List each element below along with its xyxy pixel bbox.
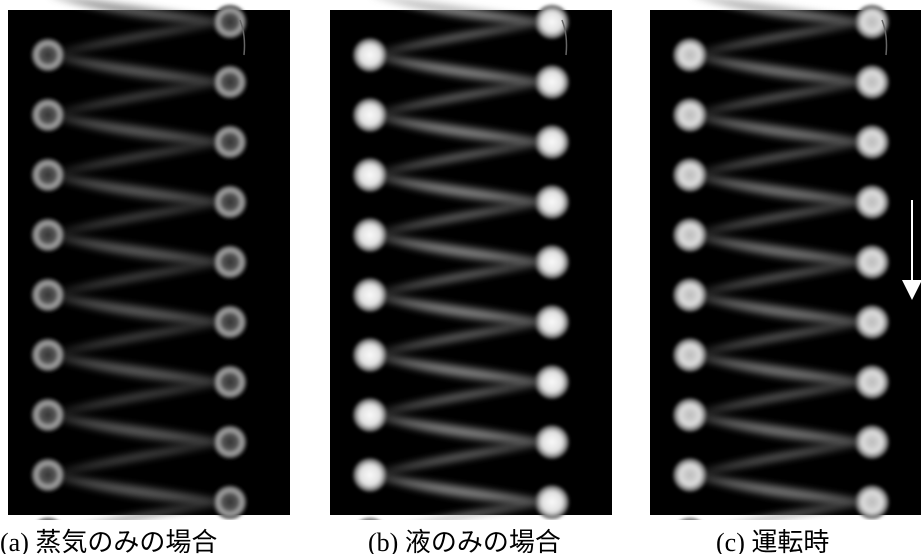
coil-loop bbox=[31, 98, 65, 132]
coil-loop bbox=[855, 125, 889, 159]
coil-loop bbox=[673, 458, 707, 492]
coil-loop bbox=[31, 518, 65, 520]
coil-loop bbox=[213, 365, 247, 399]
coil-loop bbox=[535, 185, 569, 219]
coil-loop bbox=[673, 98, 707, 132]
coil-loop bbox=[353, 518, 387, 520]
coil-loop bbox=[213, 305, 247, 339]
coil-loop bbox=[353, 218, 387, 252]
panel-image bbox=[8, 0, 290, 520]
coil-loop bbox=[353, 278, 387, 312]
coil-loop bbox=[673, 218, 707, 252]
coil-loop bbox=[535, 425, 569, 459]
coil-loop bbox=[855, 425, 889, 459]
coil-loop bbox=[535, 485, 569, 519]
coil-loop bbox=[353, 38, 387, 72]
coil-loop bbox=[31, 338, 65, 372]
coil-loop bbox=[855, 305, 889, 339]
coil-loop bbox=[213, 245, 247, 279]
coil-loop bbox=[535, 365, 569, 399]
coil-loop bbox=[213, 65, 247, 99]
coil-loop bbox=[31, 218, 65, 252]
coil-loop bbox=[353, 158, 387, 192]
coil-loop bbox=[855, 245, 889, 279]
coil-loop bbox=[673, 278, 707, 312]
coil-loop bbox=[673, 518, 707, 520]
coil-loop bbox=[353, 98, 387, 132]
coil-loop bbox=[31, 278, 65, 312]
coil-loop bbox=[535, 65, 569, 99]
coil-loop bbox=[855, 365, 889, 399]
panel-background bbox=[8, 10, 290, 515]
panel-image bbox=[650, 0, 921, 520]
coil-loop bbox=[31, 398, 65, 432]
coil-loop bbox=[673, 398, 707, 432]
coil-loop bbox=[31, 38, 65, 72]
coil-loop bbox=[213, 125, 247, 159]
coil-loop bbox=[673, 38, 707, 72]
coil-loop bbox=[855, 5, 889, 39]
panel-image bbox=[330, 0, 612, 520]
panel-background bbox=[330, 10, 612, 515]
coil-loop bbox=[213, 425, 247, 459]
caption: (a) 蒸気のみの場合 bbox=[0, 522, 217, 554]
coil-loop bbox=[535, 305, 569, 339]
coil-loop bbox=[535, 125, 569, 159]
coil-loop bbox=[855, 485, 889, 519]
coil-loop bbox=[673, 338, 707, 372]
coil-loop bbox=[535, 5, 569, 39]
coil-loop bbox=[213, 185, 247, 219]
coil-loop bbox=[213, 5, 247, 39]
caption: (c) 運転時 bbox=[716, 522, 829, 554]
coil-loop bbox=[213, 485, 247, 519]
coil-loop bbox=[353, 338, 387, 372]
coil-loop bbox=[31, 458, 65, 492]
coil-loop bbox=[855, 185, 889, 219]
coil-loop bbox=[855, 65, 889, 99]
caption: (b) 液のみの場合 bbox=[368, 522, 561, 554]
coil-loop bbox=[673, 158, 707, 192]
coil-loop bbox=[353, 398, 387, 432]
coil-loop bbox=[535, 245, 569, 279]
figure: (a) 蒸気のみの場合 (b) 液のみの場合 (c) 運転時 bbox=[0, 0, 921, 554]
coil-loop bbox=[353, 458, 387, 492]
coil-loop bbox=[31, 158, 65, 192]
images bbox=[0, 0, 921, 520]
